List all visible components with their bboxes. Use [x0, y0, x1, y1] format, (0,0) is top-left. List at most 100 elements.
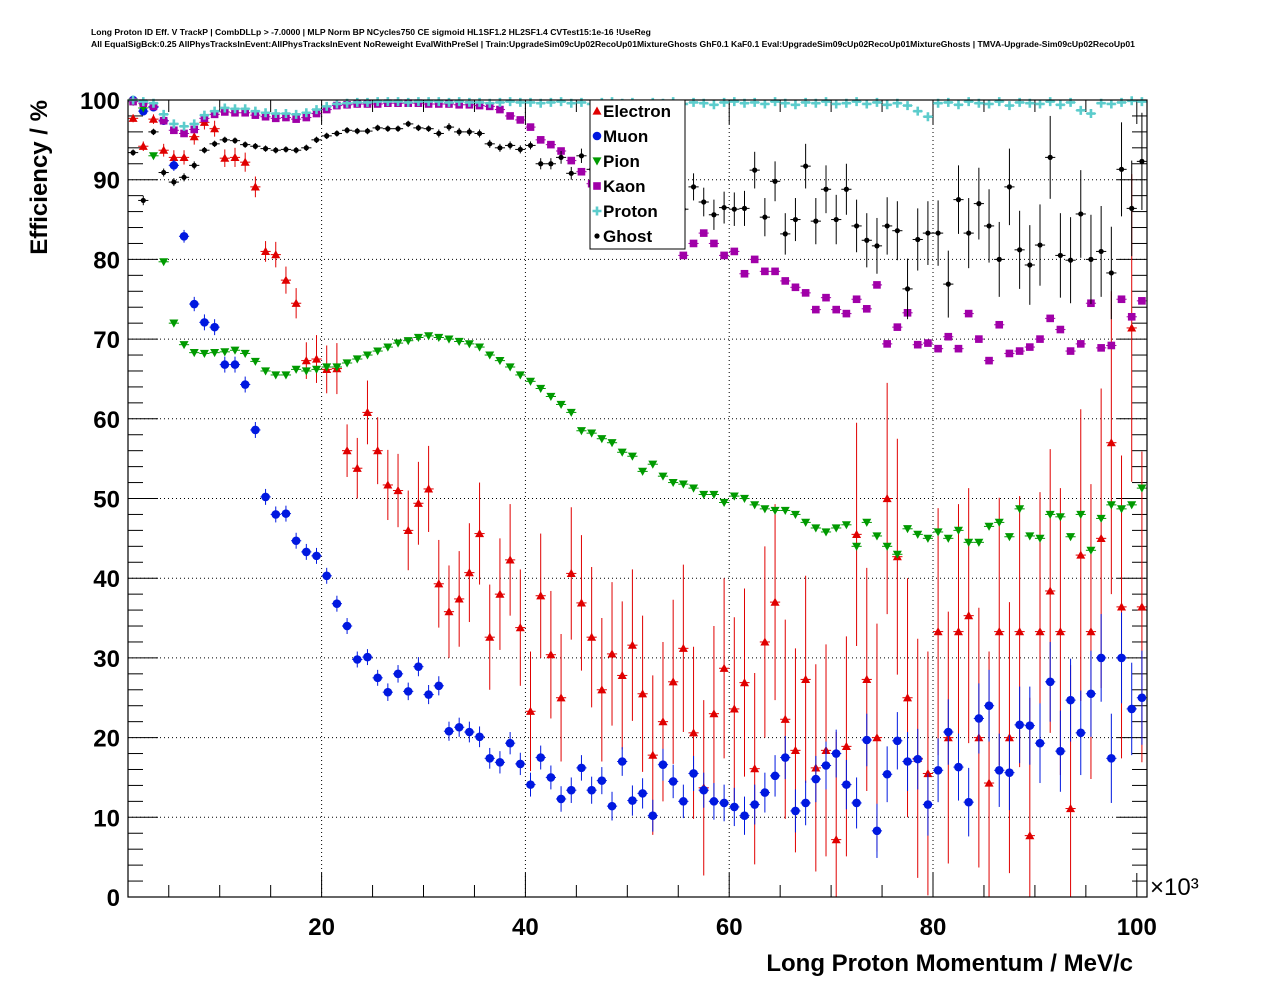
pion-point	[750, 501, 760, 510]
muon-point	[1117, 653, 1126, 663]
y-tick-label: 70	[93, 327, 120, 354]
pion-point	[923, 534, 933, 543]
pion-point	[475, 343, 485, 352]
pion-point	[984, 522, 994, 531]
ghost-point	[456, 129, 462, 135]
kaon-point	[1005, 349, 1014, 358]
pion-point	[352, 355, 362, 364]
kaon-point	[740, 269, 749, 278]
proton-point	[913, 106, 923, 116]
ghost-point	[966, 230, 972, 236]
ghost-point	[1078, 211, 1084, 217]
muon-point	[852, 798, 861, 808]
proton-point	[964, 97, 974, 107]
ghost-point	[517, 146, 523, 153]
ghost-point	[507, 142, 513, 149]
muon-point	[1035, 738, 1045, 748]
pion-point	[515, 371, 525, 380]
kaon-point	[1066, 347, 1075, 355]
electron-point	[852, 529, 862, 538]
kaon-point	[180, 129, 188, 138]
pion-point	[148, 152, 158, 161]
pion-point	[689, 484, 699, 493]
pion-point	[1127, 501, 1137, 510]
electron-point	[495, 589, 505, 598]
pion-point	[301, 367, 311, 376]
y-axis-label: Efficiency / %	[26, 100, 53, 255]
electron-point	[1076, 550, 1086, 559]
pion-point	[261, 367, 271, 376]
pion-point	[566, 408, 576, 417]
electron-point	[566, 568, 576, 578]
proton-point	[1004, 101, 1014, 111]
muon-point	[434, 681, 444, 691]
proton-point	[821, 97, 831, 107]
electron-point	[719, 663, 729, 672]
muon-point	[770, 771, 780, 781]
ghost-point	[405, 121, 411, 127]
pion-point	[546, 392, 556, 401]
muon-point	[658, 760, 668, 769]
pion-point	[1117, 505, 1127, 514]
pion-point	[1045, 510, 1055, 519]
muon-point	[210, 322, 219, 332]
pion-point	[576, 427, 586, 436]
kaon-point	[1107, 341, 1116, 350]
ghost-point	[1057, 252, 1063, 259]
proton-point	[546, 97, 556, 107]
kaon-point	[781, 277, 790, 285]
ghost-point	[252, 143, 258, 149]
muon-point	[780, 753, 790, 762]
ghost-point	[191, 162, 197, 168]
legend-marker-proton	[592, 206, 602, 216]
ghost-point	[293, 147, 299, 153]
electron-point	[434, 579, 444, 588]
pion-point	[852, 542, 862, 551]
pion-point	[230, 346, 240, 355]
kaon-point	[292, 115, 300, 123]
muon-point	[1127, 704, 1137, 714]
muon-point	[414, 662, 423, 671]
proton-point	[250, 106, 260, 116]
muon-point	[291, 536, 301, 546]
legend-label-ghost: Ghost	[603, 227, 652, 246]
electron-point	[556, 693, 566, 702]
kaon-point	[1097, 344, 1105, 352]
ghost-point	[731, 206, 737, 212]
ghost-point	[976, 201, 982, 207]
pion-point	[627, 452, 637, 461]
ghost-point	[925, 230, 931, 236]
ghost-point	[375, 125, 381, 131]
proton-point	[953, 100, 963, 110]
muon-point	[617, 757, 627, 766]
proton-point	[281, 109, 291, 119]
proton-point	[210, 106, 220, 116]
ghost-point	[864, 237, 870, 243]
ghost-point	[436, 130, 442, 137]
muon-point	[454, 722, 464, 732]
electron-point	[526, 706, 536, 715]
muon-point	[240, 380, 250, 389]
kaon-point	[944, 332, 953, 341]
kaon-point	[516, 116, 525, 124]
electron-point	[953, 627, 963, 636]
kaon-point	[893, 323, 902, 331]
pion-point	[678, 480, 688, 489]
ghost-point	[1118, 166, 1125, 172]
ghost-point	[782, 231, 788, 237]
kaon-point	[536, 136, 545, 144]
proton-point	[709, 100, 719, 110]
pion-point	[250, 357, 260, 366]
ghost-point	[354, 128, 360, 134]
y-tick-label: 90	[93, 168, 120, 195]
pion-point	[587, 429, 597, 438]
muon-point	[302, 547, 311, 557]
pion-point	[1035, 534, 1045, 543]
muon-point	[648, 811, 658, 821]
electron-point	[485, 632, 495, 641]
ghost-point	[150, 129, 157, 135]
muon-point	[638, 789, 647, 798]
muon-point	[322, 571, 332, 581]
muon-point	[465, 727, 474, 737]
electron-point	[424, 484, 434, 493]
